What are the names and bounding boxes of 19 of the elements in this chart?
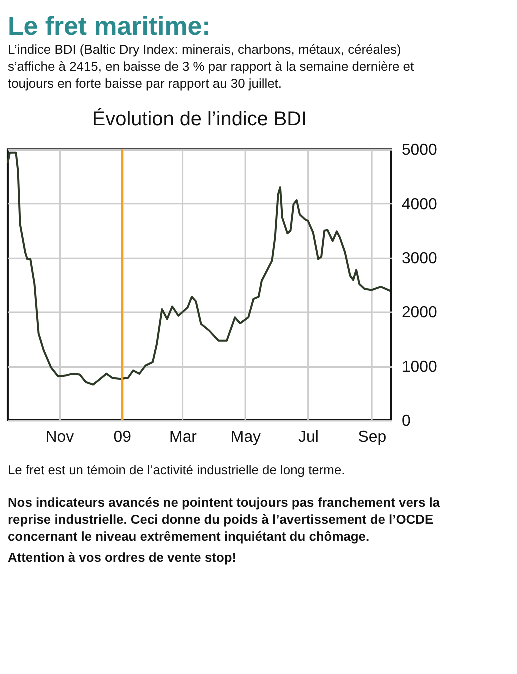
x-tick-label: Sep: [358, 428, 387, 446]
x-tick-label: Nov: [46, 428, 74, 446]
y-tick-label: 5000: [402, 142, 438, 160]
x-tick-label: May: [230, 428, 262, 446]
text: Le fret maritime:: [8, 13, 211, 42]
y-tick-label: 0: [402, 413, 411, 430]
text: L’indice BDI (Baltic Dry Index: minerais, charbons, métaux, céréales) s’affiche à 2415, en baisse de 3 % par rapport à la semaine dernière et toujours en forte baisse par rapport au 30 juillet.: [8, 42, 414, 91]
text: Attention à vos ordres de vente stop!: [8, 550, 237, 566]
text: Nos indicateurs avancés ne pointent toujours pas franchement vers la reprise industrielle. Ceci donne du poids à l’avertissement de l’OCDE concernant le niveau extrêmement inquiétant du chômage.: [8, 495, 441, 544]
line-series: [6, 152, 392, 386]
text: Le fret est un témoin de l’activité industrielle de long terme.: [8, 462, 346, 478]
y-tick-label: 1000: [402, 358, 438, 376]
y-tick-label: 2000: [402, 304, 438, 322]
y-tick-label: 3000: [402, 250, 438, 268]
chart-title: Évolution de l’indice BDI: [92, 108, 308, 131]
y-tick-label: 4000: [402, 196, 438, 214]
x-tick-label: 09: [114, 428, 132, 446]
x-tick-label: Jul: [298, 428, 319, 446]
x-tick-label: Mar: [170, 428, 198, 446]
